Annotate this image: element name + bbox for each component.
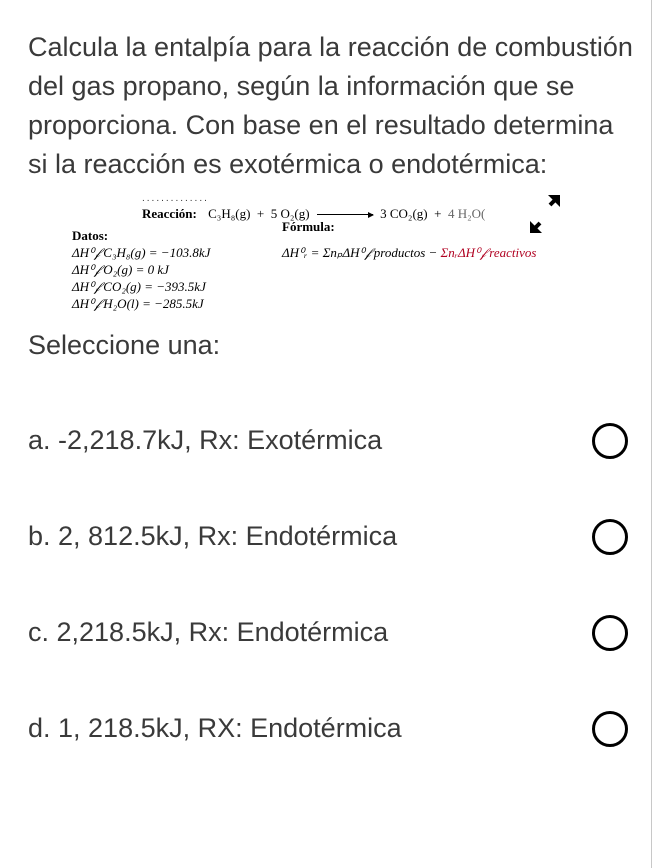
formula-lhs: ΔH⁰ᵣ = ΣnₚΔH⁰𝒻 productos − xyxy=(282,245,441,260)
option-a-text: a. -2,218.7kJ, Rx: Exotérmica xyxy=(28,425,382,456)
option-b[interactable]: b. 2, 812.5kJ, Rx: Endotérmica xyxy=(28,489,638,585)
arrow-icon xyxy=(317,214,373,215)
formula-block: Fórmula: ΔH⁰ᵣ = ΣnₚΔH⁰𝒻 productos − ΣnᵣΔ… xyxy=(282,219,536,261)
dato-2: ΔH⁰𝒻 O₂(g) = 0 kJ xyxy=(72,262,632,278)
option-c-text: c. 2,218.5kJ, Rx: Endotérmica xyxy=(28,617,388,648)
option-b-text: b. 2, 812.5kJ, Rx: Endotérmica xyxy=(28,521,397,552)
expand-icon xyxy=(528,193,562,235)
reactant-1: C₃H₈(g) xyxy=(208,206,250,221)
option-d[interactable]: d. 1, 218.5kJ, RX: Endotérmica xyxy=(28,681,638,777)
dato-4: ΔH⁰𝒻 H₂O(l) = −285.5kJ xyxy=(72,296,632,312)
content-wrapper: Calcula la entalpía para la reacción de … xyxy=(0,0,666,777)
options-list: a. -2,218.7kJ, Rx: Exotérmica b. 2, 812.… xyxy=(28,393,638,777)
formula-label: Fórmula: xyxy=(282,219,536,235)
question-text: Calcula la entalpía para la reacción de … xyxy=(28,28,638,185)
option-a[interactable]: a. -2,218.7kJ, Rx: Exotérmica xyxy=(28,393,638,489)
figure-block: .............. Reacción: C₃H₈(g) + 5 O₂(… xyxy=(72,193,632,312)
dato-3: ΔH⁰𝒻 CO₂(g) = −393.5kJ xyxy=(72,279,632,295)
option-c[interactable]: c. 2,218.5kJ, Rx: Endotérmica xyxy=(28,585,638,681)
radio-b[interactable] xyxy=(592,519,628,555)
expand-button[interactable] xyxy=(528,193,562,239)
radio-c[interactable] xyxy=(592,615,628,651)
reaction-label: Reacción: xyxy=(142,206,197,221)
option-d-text: d. 1, 218.5kJ, RX: Endotérmica xyxy=(28,713,402,744)
radio-a[interactable] xyxy=(592,423,628,459)
formula-equation: ΔH⁰ᵣ = ΣnₚΔH⁰𝒻 productos − ΣnᵣΔH⁰𝒻 react… xyxy=(282,245,536,261)
plus-1: + xyxy=(257,206,264,221)
radio-d[interactable] xyxy=(592,711,628,747)
select-one-label: Seleccione una: xyxy=(28,330,638,361)
formula-rhs: ΣnᵣΔH⁰𝒻 reactivos xyxy=(441,245,537,260)
right-divider xyxy=(651,0,652,868)
